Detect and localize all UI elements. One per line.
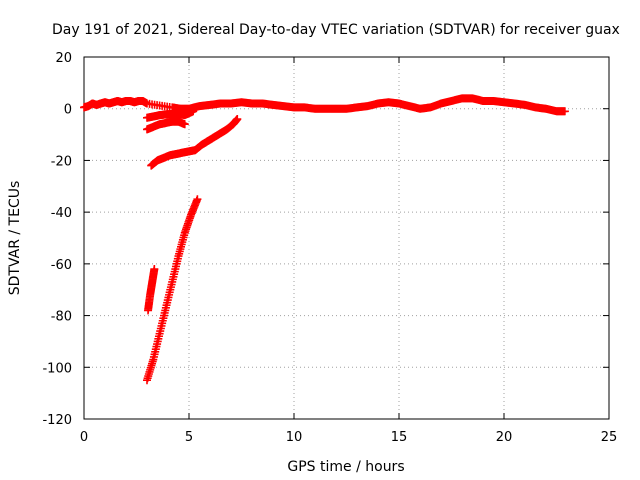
y-tick-label: -40 [51, 206, 72, 221]
series-track-a [143, 107, 198, 122]
y-tick-label: -100 [42, 361, 72, 376]
data-points [80, 94, 569, 385]
chart-title: Day 191 of 2021, Sidereal Day-to-day VTE… [52, 22, 620, 38]
series-main-track [80, 94, 569, 116]
y-axis-title: SDTVAR / TECUs [7, 181, 23, 296]
series-track-e [143, 195, 202, 385]
data-point [193, 195, 202, 204]
x-tick-label: 10 [286, 430, 303, 445]
series-track-d [144, 265, 159, 315]
data-point [150, 265, 159, 274]
data-point [560, 107, 569, 116]
y-tick-label: 0 [64, 103, 72, 118]
x-tick-label: 5 [185, 430, 193, 445]
y-tick-label: -20 [51, 154, 72, 169]
grid-lines [84, 57, 609, 419]
data-point [180, 120, 189, 129]
series-track-c [147, 115, 242, 170]
x-axis-title: GPS time / hours [287, 459, 404, 475]
x-tick-label: 0 [80, 430, 88, 445]
data-point [233, 115, 242, 124]
data-point [189, 107, 198, 116]
x-tick-label: 15 [391, 430, 408, 445]
plot-frame [83, 56, 610, 420]
axis-ticks: 0 5 10 15 20 25 20 0 -20 -40 -60 -80 -100 -120 [42, 51, 617, 445]
x-tick-label: 20 [496, 430, 513, 445]
x-tick-label: 25 [601, 430, 618, 445]
series-track-b [143, 117, 189, 134]
y-tick-label: 20 [55, 51, 72, 66]
y-tick-label: -80 [51, 310, 72, 325]
y-tick-label: -60 [51, 258, 72, 273]
y-tick-label: -120 [42, 413, 72, 428]
